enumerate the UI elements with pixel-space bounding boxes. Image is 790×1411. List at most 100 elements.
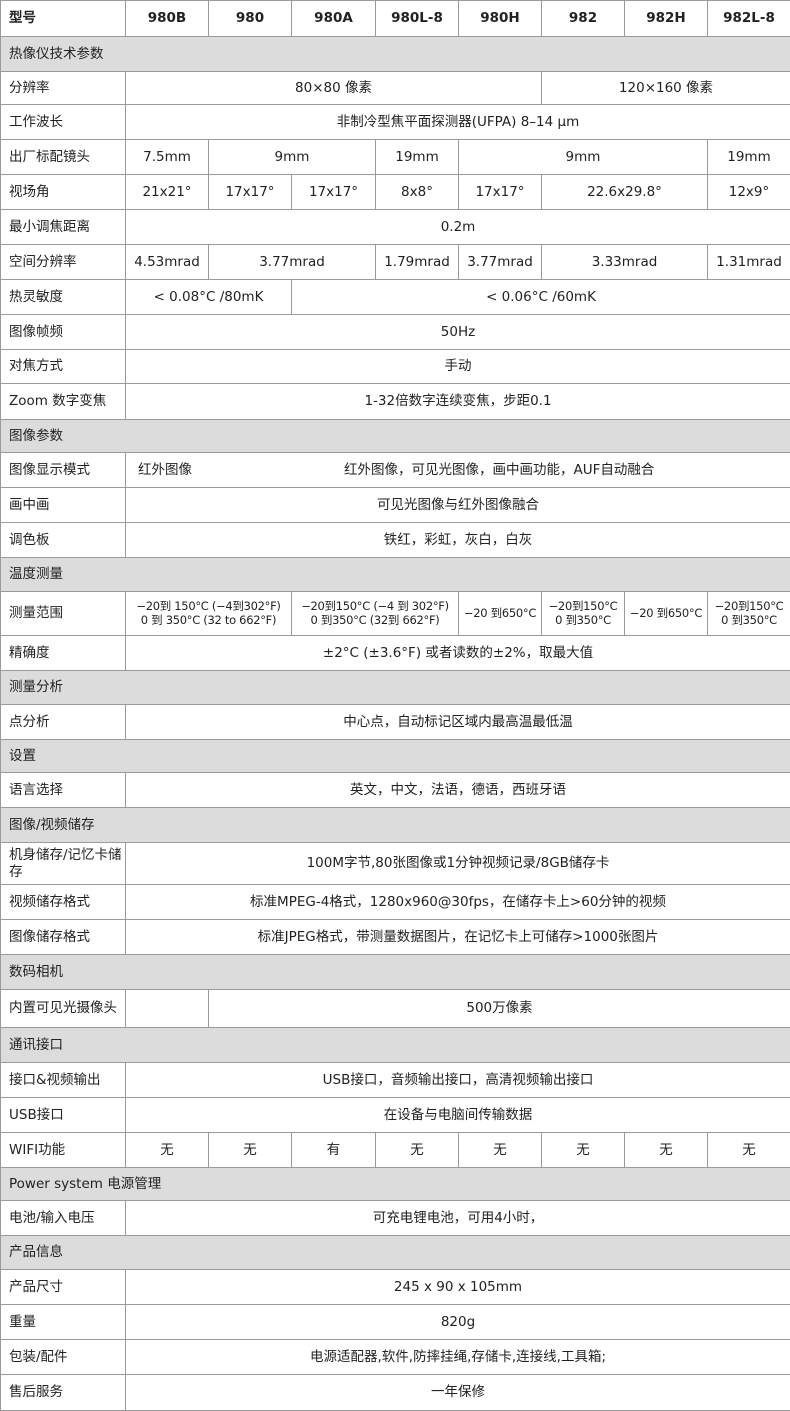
spec-value: 标准JPEG格式，带测量数据图片，在记忆卡上可储存>1000张图片 (125, 919, 790, 955)
spec-label: 图像储存格式 (0, 919, 126, 955)
spec-label: 测量范围 (0, 591, 126, 636)
spec-value: 3.77mrad (208, 244, 376, 280)
section-row: 通讯接口 (0, 1027, 790, 1063)
model-header-980h: 980H (458, 0, 542, 37)
spec-row: 工作波长 非制冷型焦平面探测器(UFPA) 8–14 μm (0, 104, 790, 140)
spec-label: WIFI功能 (0, 1132, 126, 1168)
spec-row: USB接口 在设备与电脑间传输数据 (0, 1097, 790, 1133)
spec-row: Zoom 数字变焦 1-32倍数字连续变焦，步距0.1 (0, 383, 790, 420)
spec-value (125, 989, 209, 1028)
spec-label: 语言选择 (0, 772, 126, 808)
section-title: 图像参数 (0, 419, 790, 453)
section-title: 图像/视频储存 (0, 807, 790, 843)
spec-value: 1.31mrad (707, 244, 790, 280)
spec-label: 调色板 (0, 522, 126, 558)
spec-label: 图像显示模式 (0, 452, 126, 488)
spec-row: 售后服务 一年保修 (0, 1374, 790, 1411)
spec-row: 图像显示模式 红外图像 红外图像，可见光图像，画中画功能，AUF自动融合 (0, 452, 790, 488)
spec-value: ±2°C (±3.6°F) 或者读数的±2%，取最大值 (125, 635, 790, 671)
spec-value: 19mm (707, 139, 790, 175)
spec-row: 热灵敏度 < 0.08°C /80mK < 0.06°C /60mK (0, 279, 790, 315)
spec-label: 产品尺寸 (0, 1269, 126, 1305)
spec-row: 机身储存/记忆卡储存 100M字节,80张图像或1分钟视频记录/8GB储存卡 (0, 842, 790, 885)
spec-value: 可充电锂电池，可用4小时， (125, 1200, 790, 1236)
spec-value: 手动 (125, 349, 790, 384)
spec-row: 语言选择 英文，中文，法语，德语，西班牙语 (0, 772, 790, 808)
section-title: 通讯接口 (0, 1027, 790, 1063)
spec-value: 19mm (375, 139, 459, 175)
section-title: 设置 (0, 739, 790, 773)
section-row: 热像仪技术参数 (0, 36, 790, 72)
spec-row: 图像储存格式 标准JPEG格式，带测量数据图片，在记忆卡上可储存>1000张图片 (0, 919, 790, 955)
spec-value: 无 (707, 1132, 790, 1168)
spec-value: 0.2m (125, 209, 790, 245)
section-row: 产品信息 (0, 1235, 790, 1270)
spec-row: 最小调焦距离 0.2m (0, 209, 790, 245)
spec-value: 1-32倍数字连续变焦，步距0.1 (125, 383, 790, 420)
model-header-982h: 982H (624, 0, 708, 37)
spec-value: 8x8° (375, 174, 459, 210)
model-header-980b: 980B (125, 0, 209, 37)
spec-value: 17x17° (291, 174, 376, 210)
spec-value: < 0.06°C /60mK (291, 279, 790, 315)
model-header-980: 980 (208, 0, 292, 37)
spec-label: 工作波长 (0, 104, 126, 140)
spec-label: 分辨率 (0, 71, 126, 105)
spec-value: 有 (291, 1132, 376, 1168)
section-row: 测量分析 (0, 670, 790, 705)
spec-value: 120×160 像素 (541, 71, 790, 105)
spec-value: 4.53mrad (125, 244, 209, 280)
spec-row: 调色板 铁红，彩虹，灰白，白灰 (0, 522, 790, 558)
model-header-982: 982 (541, 0, 625, 37)
section-row: Power system 电源管理 (0, 1167, 790, 1201)
spec-value: USB接口，音频输出接口，高清视频输出接口 (125, 1062, 790, 1098)
spec-value: 500万像素 (208, 989, 790, 1028)
spec-value: 无 (125, 1132, 209, 1168)
spec-label: 视频储存格式 (0, 884, 126, 920)
spec-label: 包装/配件 (0, 1339, 126, 1375)
section-row: 数码相机 (0, 954, 790, 990)
spec-row: 精确度 ±2°C (±3.6°F) 或者读数的±2%，取最大值 (0, 635, 790, 671)
spec-label: 热灵敏度 (0, 279, 126, 315)
spec-label: 画中画 (0, 487, 126, 523)
spec-label: Zoom 数字变焦 (0, 383, 126, 420)
spec-value: −20 到650°C (458, 591, 542, 636)
spec-label: 内置可见光摄像头 (0, 989, 126, 1028)
spec-row: 包装/配件 电源适配器,软件,防摔挂绳,存储卡,连接线,工具箱; (0, 1339, 790, 1375)
spec-value: 标准MPEG-4格式，1280x960@30fps，在储存卡上>60分钟的视频 (125, 884, 790, 920)
spec-value: 一年保修 (125, 1374, 790, 1411)
spec-label: 电池/输入电压 (0, 1200, 126, 1236)
spec-row: 出厂标配镜头 7.5mm 9mm 19mm 9mm 19mm (0, 139, 790, 175)
spec-row: 分辨率 80×80 像素 120×160 像素 (0, 71, 790, 105)
spec-value: 无 (208, 1132, 292, 1168)
spec-row: 图像帧频 50Hz (0, 314, 790, 350)
model-header-980a: 980A (291, 0, 376, 37)
spec-label: 重量 (0, 1304, 126, 1340)
model-header-label: 型号 (0, 0, 126, 37)
spec-value: 820g (125, 1304, 790, 1340)
spec-label: 最小调焦距离 (0, 209, 126, 245)
spec-value: 电源适配器,软件,防摔挂绳,存储卡,连接线,工具箱; (125, 1339, 790, 1375)
spec-row: 电池/输入电压 可充电锂电池，可用4小时， (0, 1200, 790, 1236)
spec-value: 22.6x29.8° (541, 174, 708, 210)
spec-value: 7.5mm (125, 139, 209, 175)
spec-label: 精确度 (0, 635, 126, 671)
spec-value: 17x17° (208, 174, 292, 210)
spec-value: −20到150°C 0 到350°C (707, 591, 790, 636)
section-row: 设置 (0, 739, 790, 773)
spec-value: < 0.08°C /80mK (125, 279, 292, 315)
model-header-982l-8: 982L-8 (707, 0, 790, 37)
spec-value: 英文，中文，法语，德语，西班牙语 (125, 772, 790, 808)
spec-value: 非制冷型焦平面探测器(UFPA) 8–14 μm (125, 104, 790, 140)
spec-value: 1.79mrad (375, 244, 459, 280)
spec-row: 视频储存格式 标准MPEG-4格式，1280x960@30fps，在储存卡上>60… (0, 884, 790, 920)
spec-value: 21x21° (125, 174, 209, 210)
spec-value: 中心点，自动标记区域内最高温最低温 (125, 704, 790, 740)
spec-label: 点分析 (0, 704, 126, 740)
spec-value: 无 (375, 1132, 459, 1168)
section-title: 温度测量 (0, 557, 790, 592)
spec-row: 重量 820g (0, 1304, 790, 1340)
spec-value: −20到 150°C (−4到302°F) 0 到 350°C (32 to 6… (125, 591, 292, 636)
spec-row: 对焦方式 手动 (0, 349, 790, 384)
spec-value: 无 (458, 1132, 542, 1168)
